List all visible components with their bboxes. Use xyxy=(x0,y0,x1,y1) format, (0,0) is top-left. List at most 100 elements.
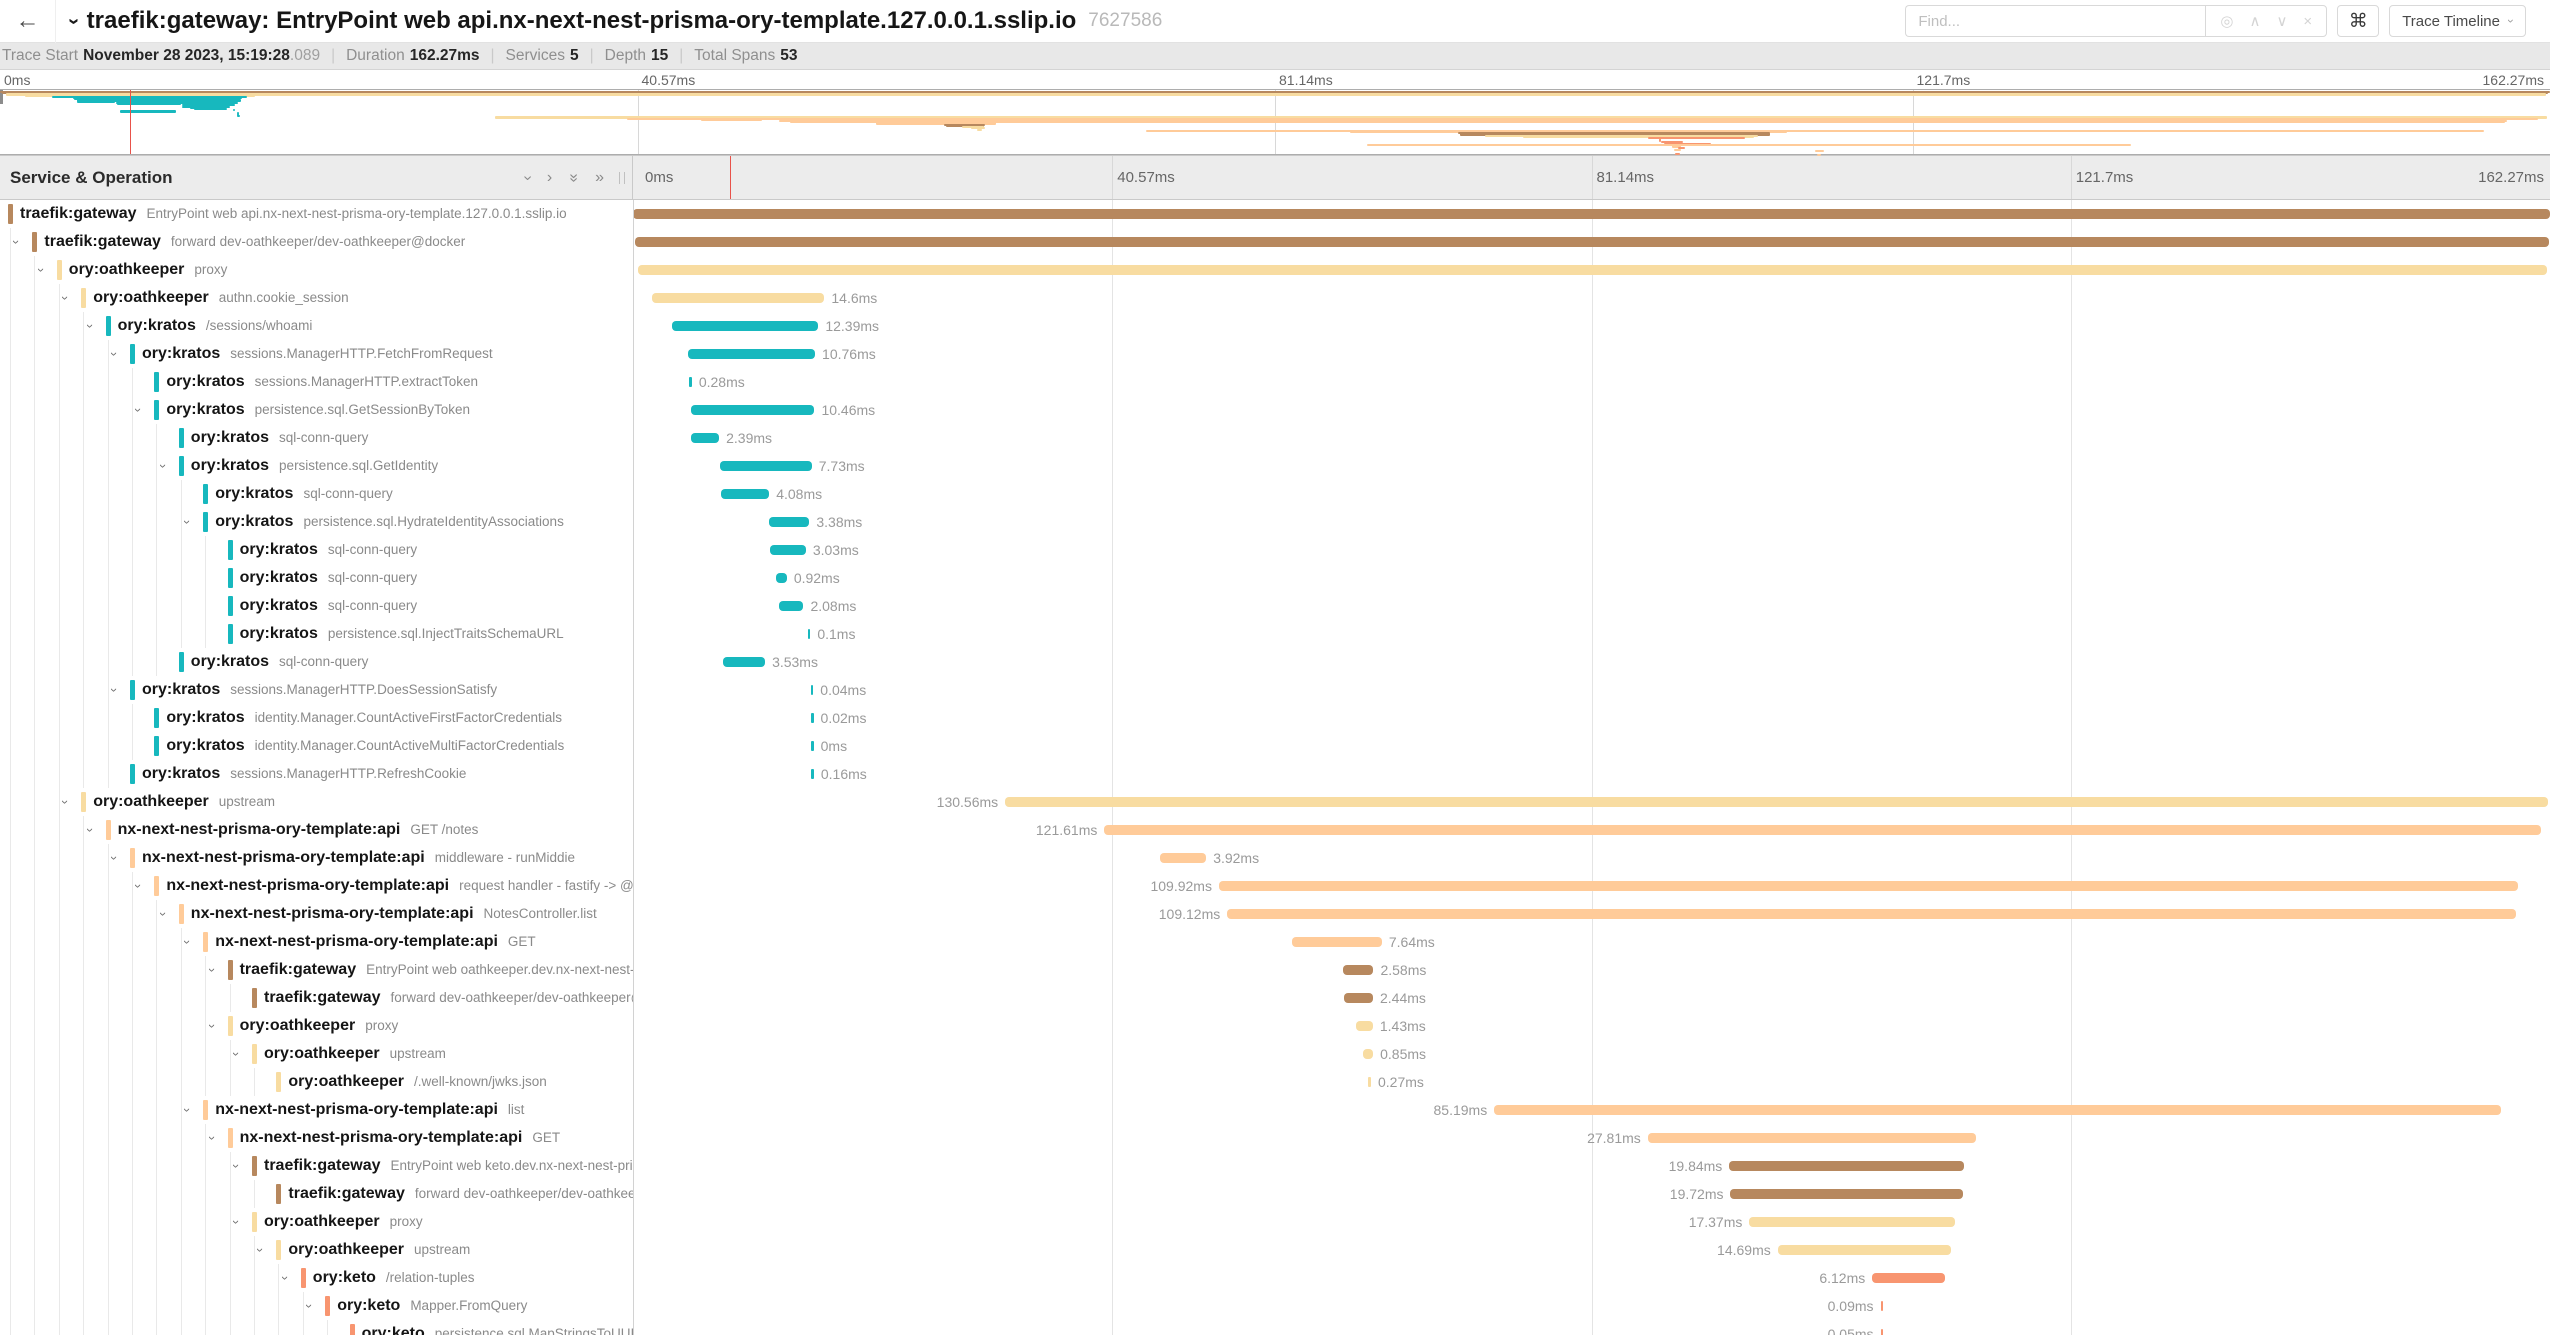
expand-collapse-chevron-icon[interactable]: › xyxy=(33,267,49,273)
span-row[interactable]: › nx-next-nest-prisma-ory-template:api GET… xyxy=(0,1124,2550,1152)
span-row[interactable]: ory:kratos sql-conn-query 4.08ms xyxy=(0,480,2550,508)
span-duration-bar[interactable] xyxy=(690,433,720,443)
span-name-cell[interactable]: › ory:keto Mapper.FromQuery xyxy=(0,1292,633,1320)
span-name-cell[interactable]: ory:kratos persistence.sql.InjectTraitsSc… xyxy=(0,620,633,648)
span-name-cell[interactable]: › ory:kratos persistence.sql.GetSessionByT… xyxy=(0,396,633,424)
span-timeline-cell[interactable]: 2.08ms xyxy=(633,592,2550,620)
span-timeline-cell[interactable]: 0.02ms xyxy=(633,704,2550,732)
span-timeline-cell[interactable]: 130.56ms xyxy=(633,788,2550,816)
span-name-cell[interactable]: › nx-next-nest-prisma-ory-template:api GET xyxy=(0,928,633,956)
span-timeline-cell[interactable]: 0ms xyxy=(633,732,2550,760)
span-name-cell[interactable]: › traefik:gateway forward dev-oathkeeper/d… xyxy=(0,228,633,256)
span-duration-bar[interactable] xyxy=(720,461,812,471)
expand-collapse-chevron-icon[interactable]: › xyxy=(58,295,74,301)
span-row[interactable]: ory:oathkeeper/.well-known/jwks.json 0.27… xyxy=(0,1068,2550,1096)
span-name-cell[interactable]: ory:kratos identity.Manager.CountActiveMu… xyxy=(0,732,633,760)
span-name-cell[interactable]: › ory:kratos sessions.ManagerHTTP.FetchFro… xyxy=(0,340,633,368)
expand-collapse-chevron-icon[interactable]: › xyxy=(277,1275,293,1281)
span-row[interactable]: › ory:kratos persistence.sql.GetIdentity 7.… xyxy=(0,452,2550,480)
span-duration-bar[interactable] xyxy=(1344,993,1373,1003)
span-duration-bar[interactable] xyxy=(810,685,814,695)
span-row[interactable]: ory:kratos identity.Manager.CountActiveMu… xyxy=(0,732,2550,760)
span-row[interactable]: traefik:gateway forward dev-oathkeeper/de… xyxy=(0,1180,2550,1208)
span-timeline-cell[interactable]: 12.39ms xyxy=(633,312,2550,340)
span-timeline-cell[interactable]: 109.12ms xyxy=(633,900,2550,928)
span-duration-bar[interactable] xyxy=(769,517,810,527)
span-timeline-cell[interactable]: 2.44ms xyxy=(633,984,2550,1012)
span-duration-bar[interactable] xyxy=(671,321,819,331)
span-timeline-cell[interactable]: 2.39ms xyxy=(633,424,2550,452)
span-duration-bar[interactable] xyxy=(1227,909,2517,919)
span-duration-bar[interactable] xyxy=(1647,1133,1977,1143)
span-name-cell[interactable]: › ory:keto/relation-tuples xyxy=(0,1264,633,1292)
span-row[interactable]: › ory:oathkeeper upstream 0.85ms xyxy=(0,1040,2550,1068)
span-duration-bar[interactable] xyxy=(1880,1329,1884,1335)
span-timeline-cell[interactable]: 10.76ms xyxy=(633,340,2550,368)
expand-collapse-chevron-icon[interactable]: › xyxy=(107,855,123,861)
span-timeline-cell[interactable] xyxy=(633,256,2550,284)
span-duration-bar[interactable] xyxy=(1880,1301,1884,1311)
span-duration-bar[interactable] xyxy=(1343,965,1374,975)
span-duration-bar[interactable] xyxy=(1729,1161,1964,1171)
span-name-cell[interactable]: › traefik:gateway EntryPoint web oathkeepe… xyxy=(0,956,633,984)
span-duration-bar[interactable] xyxy=(637,265,2547,275)
span-row[interactable]: traefik:gateway forward dev-oathkeeper/de… xyxy=(0,984,2550,1012)
span-row[interactable]: › ory:oathkeeper proxy 1.43ms xyxy=(0,1012,2550,1040)
span-timeline-cell[interactable]: 10.46ms xyxy=(633,396,2550,424)
span-timeline-cell[interactable]: 2.58ms xyxy=(633,956,2550,984)
span-row[interactable]: › nx-next-nest-prisma-ory-template:api GET… xyxy=(0,928,2550,956)
expand-collapse-chevron-icon[interactable]: › xyxy=(82,827,98,833)
span-row[interactable]: ory:kratos sql-conn-query 2.39ms xyxy=(0,424,2550,452)
span-timeline-cell[interactable]: 0.27ms xyxy=(633,1068,2550,1096)
expand-collapse-chevron-icon[interactable]: › xyxy=(180,519,196,525)
span-timeline-cell[interactable]: 19.84ms xyxy=(633,1152,2550,1180)
span-duration-bar[interactable] xyxy=(1367,1077,1371,1087)
expand-collapse-chevron-icon[interactable]: › xyxy=(204,1023,220,1029)
span-duration-bar[interactable] xyxy=(775,573,787,583)
span-name-cell[interactable]: › nx-next-nest-prisma-ory-template:api req… xyxy=(0,872,633,900)
span-row[interactable]: › ory:kratos sessions.ManagerHTTP.DoesSess… xyxy=(0,676,2550,704)
span-timeline-cell[interactable] xyxy=(633,228,2550,256)
span-row[interactable]: › ory:keto Mapper.FromQuery 0.09ms xyxy=(0,1292,2550,1320)
span-timeline-cell[interactable]: 14.69ms xyxy=(633,1236,2550,1264)
span-duration-bar[interactable] xyxy=(770,545,806,555)
span-row[interactable]: ory:kratos sql-conn-query 3.03ms xyxy=(0,536,2550,564)
span-timeline-cell[interactable]: 1.43ms xyxy=(633,1012,2550,1040)
back-button[interactable]: ← xyxy=(0,0,56,43)
span-duration-bar[interactable] xyxy=(1777,1245,1952,1255)
span-timeline-cell[interactable]: 0.28ms xyxy=(633,368,2550,396)
span-name-cell[interactable]: traefik:gateway forward dev-oathkeeper/de… xyxy=(0,984,633,1012)
span-duration-bar[interactable] xyxy=(1104,825,2542,835)
span-duration-bar[interactable] xyxy=(633,209,2550,219)
span-duration-bar[interactable] xyxy=(690,405,815,415)
span-name-cell[interactable]: › nx-next-nest-prisma-ory-template:api Not… xyxy=(0,900,633,928)
trace-minimap[interactable]: 0ms 40.57ms 81.14ms 121.7ms 162.27ms xyxy=(0,70,2550,157)
span-name-cell[interactable]: ory:kratos sql-conn-query xyxy=(0,424,633,452)
span-row[interactable]: › traefik:gateway forward dev-oathkeeper/d… xyxy=(0,228,2550,256)
expand-collapse-chevron-icon[interactable]: › xyxy=(107,351,123,357)
expand-collapse-chevron-icon[interactable]: › xyxy=(155,911,171,917)
next-result-icon[interactable]: ∨ xyxy=(2276,13,2288,30)
span-timeline-cell[interactable] xyxy=(633,200,2550,228)
span-duration-bar[interactable] xyxy=(1005,797,2548,807)
span-duration-bar[interactable] xyxy=(634,237,2549,247)
minimap-scrubber-handle[interactable] xyxy=(0,90,3,104)
span-row[interactable]: › ory:kratos persistence.sql.HydrateIdenti… xyxy=(0,508,2550,536)
minimap-canvas[interactable] xyxy=(0,89,2550,157)
span-duration-bar[interactable] xyxy=(1291,937,1382,947)
span-row[interactable]: ory:kratos sql-conn-query 3.53ms xyxy=(0,648,2550,676)
span-duration-bar[interactable] xyxy=(688,377,692,387)
expand-collapse-chevron-icon[interactable]: › xyxy=(204,967,220,973)
span-timeline-cell[interactable]: 27.81ms xyxy=(633,1124,2550,1152)
span-timeline-cell[interactable]: 3.92ms xyxy=(633,844,2550,872)
span-duration-bar[interactable] xyxy=(811,741,814,751)
span-row[interactable]: › traefik:gateway EntryPoint web keto.dev.… xyxy=(0,1152,2550,1180)
expand-collapse-chevron-icon[interactable]: › xyxy=(302,1303,318,1309)
span-duration-bar[interactable] xyxy=(687,349,816,359)
span-name-cell[interactable]: ory:kratos sql-conn-query xyxy=(0,564,633,592)
expand-collapse-chevron-icon[interactable]: › xyxy=(204,1135,220,1141)
span-timeline-cell[interactable]: 3.53ms xyxy=(633,648,2550,676)
span-row[interactable]: › nx-next-nest-prisma-ory-template:api req… xyxy=(0,872,2550,900)
span-row[interactable]: › traefik:gateway EntryPoint web oathkeepe… xyxy=(0,956,2550,984)
